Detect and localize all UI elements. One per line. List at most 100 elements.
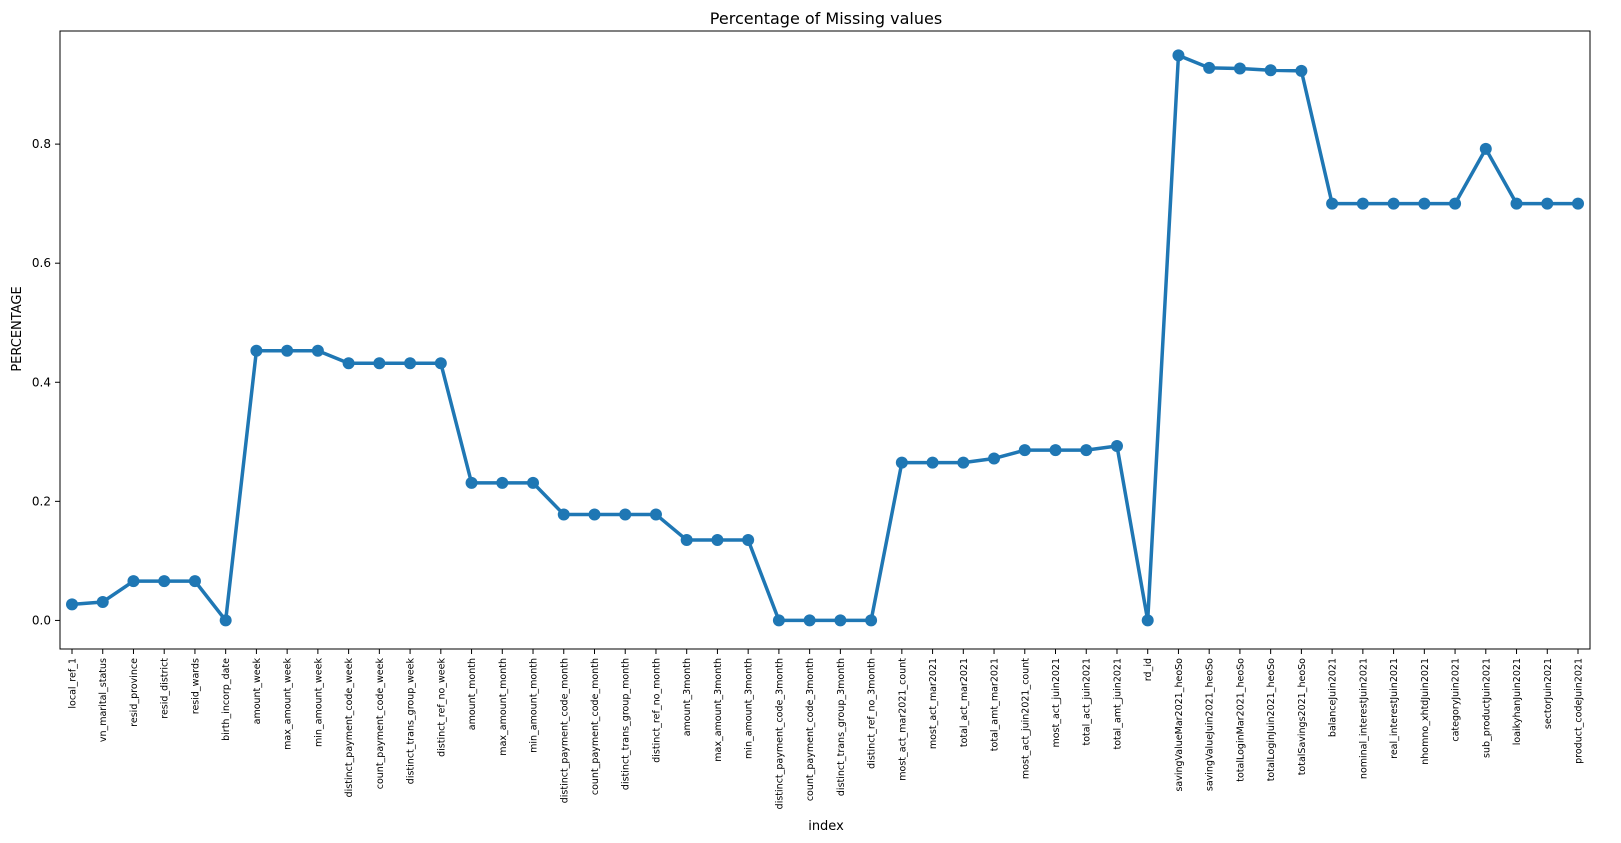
x-tick-label: distinct_trans_group_3month xyxy=(836,658,847,796)
x-tick-label: nominal_interestJuin2021 xyxy=(1358,658,1369,779)
data-point xyxy=(1295,64,1308,77)
x-tick-label: most_act_juin2021 xyxy=(1051,658,1062,748)
data-point xyxy=(96,595,109,608)
data-point xyxy=(1356,197,1369,210)
data-point xyxy=(465,476,478,489)
y-tick-label: 0.2 xyxy=(32,494,51,508)
data-point xyxy=(1479,142,1492,155)
data-point xyxy=(1418,197,1431,210)
data-point xyxy=(742,534,755,547)
data-point xyxy=(834,614,847,627)
x-tick-label: rd_id xyxy=(1143,658,1154,681)
data-point xyxy=(588,508,601,521)
data-point xyxy=(1172,49,1185,62)
data-point xyxy=(496,476,509,489)
x-tick-label: amount_month xyxy=(467,658,478,730)
data-point xyxy=(311,344,324,357)
x-tick-label: count_payment_code_3month xyxy=(805,658,816,801)
data-point xyxy=(66,598,78,611)
x-tick-label: sub_productJuin2021 xyxy=(1481,658,1492,758)
x-tick-label: resid_wards xyxy=(190,658,201,714)
data-point xyxy=(649,508,662,521)
data-point xyxy=(1018,444,1031,457)
x-tick-label: amount_3month xyxy=(682,658,693,736)
x-tick-label: totalLoginMar2021_heoSo xyxy=(1235,658,1246,782)
y-axis-label: PERCENTAGE xyxy=(10,286,25,371)
x-tick-label: distinct_payment_code_month xyxy=(559,658,570,803)
data-point xyxy=(1233,62,1246,75)
data-point xyxy=(1264,64,1277,77)
data-point xyxy=(1326,197,1339,210)
data-point xyxy=(865,614,878,627)
data-point xyxy=(373,357,386,370)
x-tick-label: total_act_juin2021 xyxy=(1082,658,1093,746)
x-axis-ticks: local_ref_1 vn_marital_status resid_provin… xyxy=(68,649,1585,809)
x-tick-label: real_interestJuin2021 xyxy=(1389,658,1400,759)
x-tick-label: min_amount_3month xyxy=(744,658,755,759)
x-tick-label: sectorJuin2021 xyxy=(1543,658,1554,729)
data-point xyxy=(988,452,1001,465)
x-tick-label: loaikyhanJuin2021 xyxy=(1512,658,1523,745)
x-tick-label: distinct_ref_no_week xyxy=(436,658,447,757)
y-tick-label: 0.0 xyxy=(32,613,51,627)
data-point xyxy=(1080,444,1093,457)
data-point xyxy=(342,357,355,370)
data-point xyxy=(527,476,540,489)
series-points xyxy=(66,49,1584,627)
data-point xyxy=(1449,197,1462,210)
data-point xyxy=(926,456,939,469)
data-point xyxy=(957,456,970,469)
x-tick-label: count_payment_code_week xyxy=(375,658,386,790)
data-point xyxy=(803,614,816,627)
x-tick-label: distinct_trans_group_month xyxy=(621,658,632,790)
x-tick-label: nhomno_xhtdJuin2021 xyxy=(1420,658,1431,765)
x-tick-label: local_ref_1 xyxy=(68,658,79,709)
x-tick-label: categoryJuin2021 xyxy=(1451,658,1462,742)
x-tick-label: total_amt_juin2021 xyxy=(1112,658,1123,750)
x-tick-label: min_amount_month xyxy=(529,658,540,753)
x-tick-label: balanceJuin2021 xyxy=(1328,658,1339,737)
data-point xyxy=(772,614,785,627)
x-tick-label: max_amount_month xyxy=(498,658,509,756)
data-point xyxy=(1203,61,1216,74)
x-tick-label: most_act_juin2021_count xyxy=(1020,658,1031,779)
y-axis-ticks: 0.0 0.2 0.4 0.6 0.8 xyxy=(32,137,60,627)
data-point xyxy=(680,534,693,547)
x-tick-label: most_act_mar2021 xyxy=(928,658,939,749)
x-tick-label: savingValueJuin2021_heoSo xyxy=(1205,658,1216,791)
x-tick-label: max_amount_week xyxy=(283,658,294,750)
data-point xyxy=(557,508,570,521)
data-point xyxy=(1510,197,1523,210)
x-tick-label: amount_week xyxy=(252,658,263,725)
x-tick-label: totalSavings2021_heoSo xyxy=(1297,658,1308,775)
x-tick-label: distinct_ref_no_month xyxy=(651,658,662,763)
x-tick-label: totalLoginJuin2021_heoSo xyxy=(1266,658,1277,781)
x-tick-label: distinct_ref_no_3month xyxy=(867,658,878,769)
data-point xyxy=(895,456,908,469)
data-point xyxy=(219,614,232,627)
x-tick-label: vn_marital_status xyxy=(98,658,109,742)
x-tick-label: min_amount_week xyxy=(313,658,324,748)
x-tick-label: resid_district xyxy=(160,658,171,719)
x-tick-label: product_codeJuin2021 xyxy=(1574,658,1585,764)
data-point xyxy=(250,344,263,357)
y-tick-label: 0.8 xyxy=(32,137,51,151)
data-point xyxy=(158,575,171,588)
chart-title: Percentage of Missing values xyxy=(710,9,942,28)
data-point xyxy=(434,357,447,370)
data-point xyxy=(1541,197,1554,210)
data-point xyxy=(1141,614,1154,627)
x-tick-label: distinct_trans_group_week xyxy=(406,658,417,785)
data-point xyxy=(281,344,294,357)
x-tick-label: count_payment_code_month xyxy=(590,658,601,795)
data-point xyxy=(1110,439,1123,452)
x-tick-label: max_amount_3month xyxy=(713,658,724,762)
data-point xyxy=(188,575,201,588)
data-point xyxy=(127,575,140,588)
data-point xyxy=(1049,444,1062,457)
x-tick-label: most_act_mar2021_count xyxy=(897,658,908,781)
data-point xyxy=(404,357,417,370)
data-point xyxy=(1387,197,1400,210)
